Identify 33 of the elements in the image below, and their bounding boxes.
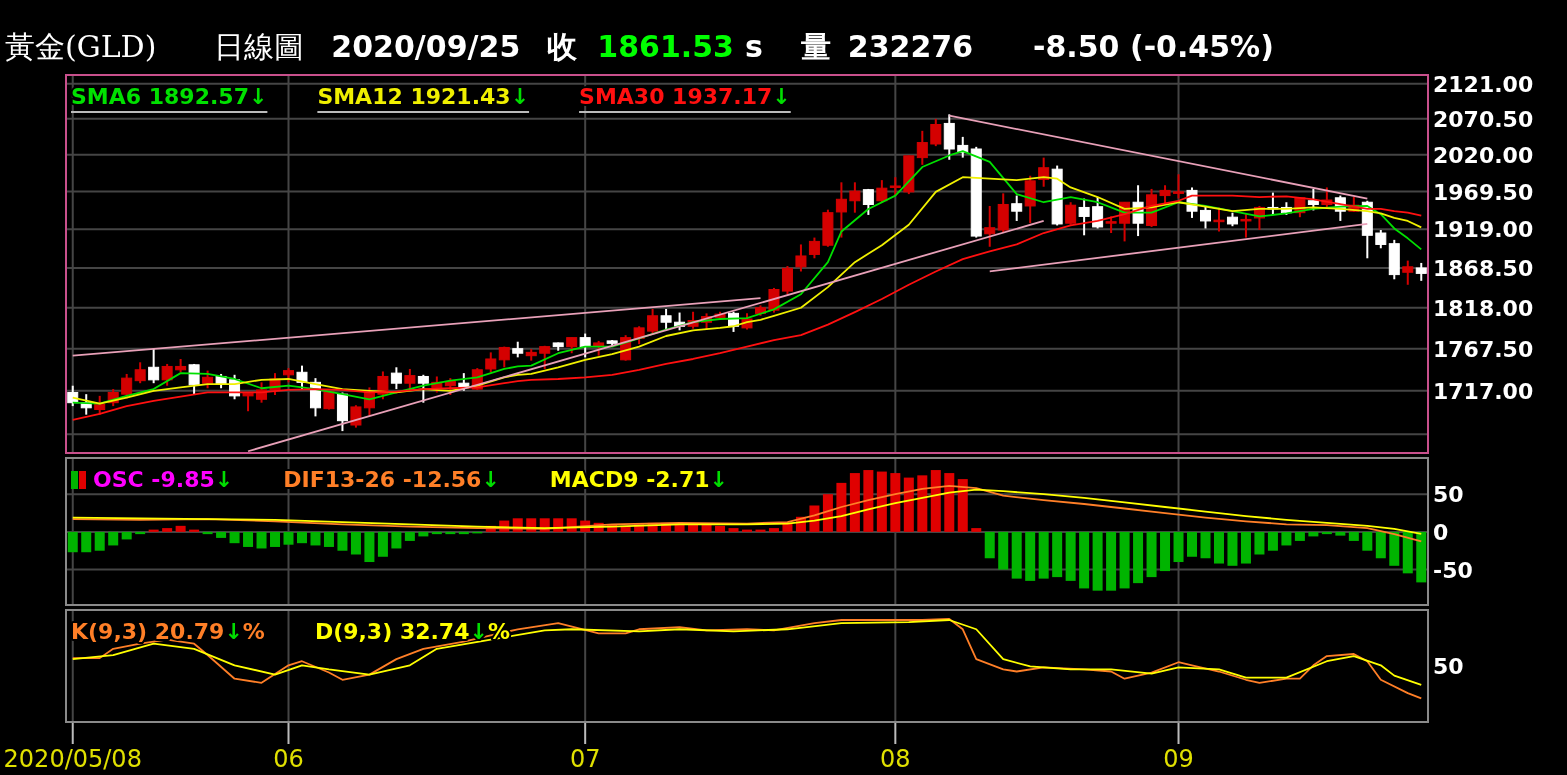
y-tick-label: 2121.00 <box>1433 71 1534 97</box>
text: 收 <box>547 29 579 64</box>
chart-subtitle: 日線圖 <box>214 29 305 64</box>
y-tick-label: -50 <box>1433 557 1473 583</box>
y-tick-label: 2070.50 <box>1433 106 1534 132</box>
y-tick-label: 1717.00 <box>1433 378 1534 404</box>
text: 232276 <box>847 29 974 64</box>
text: 1861.53 <box>597 29 734 64</box>
x-tick-label: 06 <box>273 745 304 773</box>
y-tick-label: 1969.50 <box>1433 179 1534 205</box>
y-tick-label: 0 <box>1433 519 1449 545</box>
y-tick-label: 1818.00 <box>1433 295 1534 321</box>
y-tick-label: 2020.00 <box>1433 142 1534 168</box>
x-tick-label: 08 <box>880 745 911 773</box>
x-tick-label: 07 <box>569 745 601 773</box>
text: 量 <box>800 29 831 64</box>
text: -8.50 (-0.45%) <box>1033 29 1274 64</box>
y-tick-label: 1919.00 <box>1433 217 1534 243</box>
y-tick-label: 1868.50 <box>1433 255 1534 281</box>
chart-title: 黃金(GLD) <box>5 29 157 64</box>
text: s <box>744 29 763 64</box>
series-label: DIF13-26 -12.56↓ <box>283 467 500 492</box>
x-tick-label: 2020/05/08 <box>3 745 142 773</box>
text: SMA30 1937.17↓ <box>579 84 791 109</box>
y-tick-label: 1767.50 <box>1433 336 1534 362</box>
text: SMA6 1892.57↓ <box>71 84 268 109</box>
legend-label: OSC -9.85↓ <box>93 467 234 492</box>
x-tick-label: 09 <box>1163 745 1194 773</box>
series-label: MACD9 -2.71↓ <box>549 467 729 492</box>
series-label: K(9,3) 20.79↓% <box>71 619 265 644</box>
y-tick-label: 50 <box>1433 482 1464 508</box>
text: SMA12 1921.43↓ <box>317 84 530 109</box>
text: 2020/09/25 <box>331 29 521 64</box>
